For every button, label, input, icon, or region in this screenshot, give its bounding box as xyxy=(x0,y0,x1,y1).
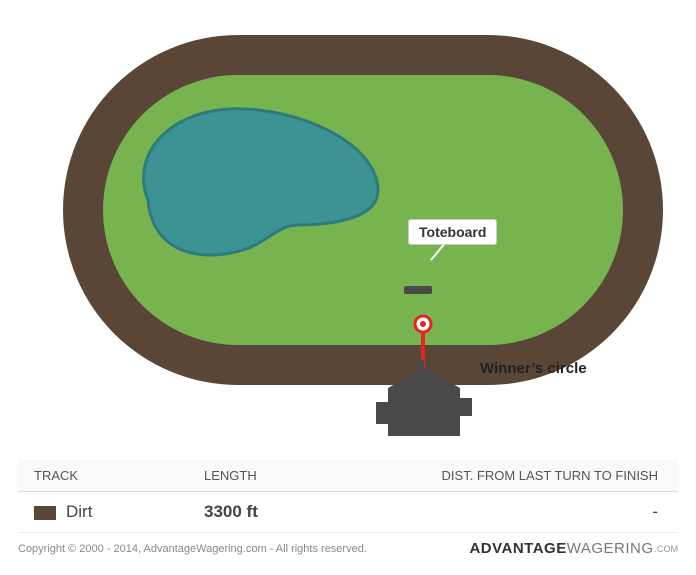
footer: Copyright © 2000 - 2014, AdvantageWageri… xyxy=(18,540,678,557)
cell-dist: - xyxy=(388,492,678,533)
logo-bold: ADVANTAGE xyxy=(469,540,566,557)
logo-thin: WAGERING xyxy=(567,540,654,557)
track-info-table: TRACK LENGTH DIST. FROM LAST TURN TO FIN… xyxy=(18,460,678,533)
winners-circle-bump xyxy=(454,346,478,370)
surface-swatch xyxy=(34,506,56,520)
cell-surface: Dirt xyxy=(18,492,188,533)
finish-line-marker-inner xyxy=(420,321,426,327)
cell-length: 3300 ft xyxy=(188,492,388,533)
copyright-text: Copyright © 2000 - 2014, AdvantageWageri… xyxy=(18,543,367,555)
toteboard-label: Toteboard xyxy=(408,219,497,245)
track-diagram: Toteboard Winner’s circle xyxy=(18,10,678,450)
site-logo: ADVANTAGEWAGERING.COM xyxy=(469,540,678,557)
winners-circle-label: Winner’s circle xyxy=(480,360,587,377)
table-row: Dirt 3300 ft - xyxy=(18,492,678,533)
toteboard-marker xyxy=(404,286,432,294)
surface-name: Dirt xyxy=(66,502,92,521)
th-dist: DIST. FROM LAST TURN TO FINISH xyxy=(388,460,678,492)
th-length: LENGTH xyxy=(188,460,388,492)
th-track: TRACK xyxy=(18,460,188,492)
logo-tld: .COM xyxy=(655,544,679,554)
